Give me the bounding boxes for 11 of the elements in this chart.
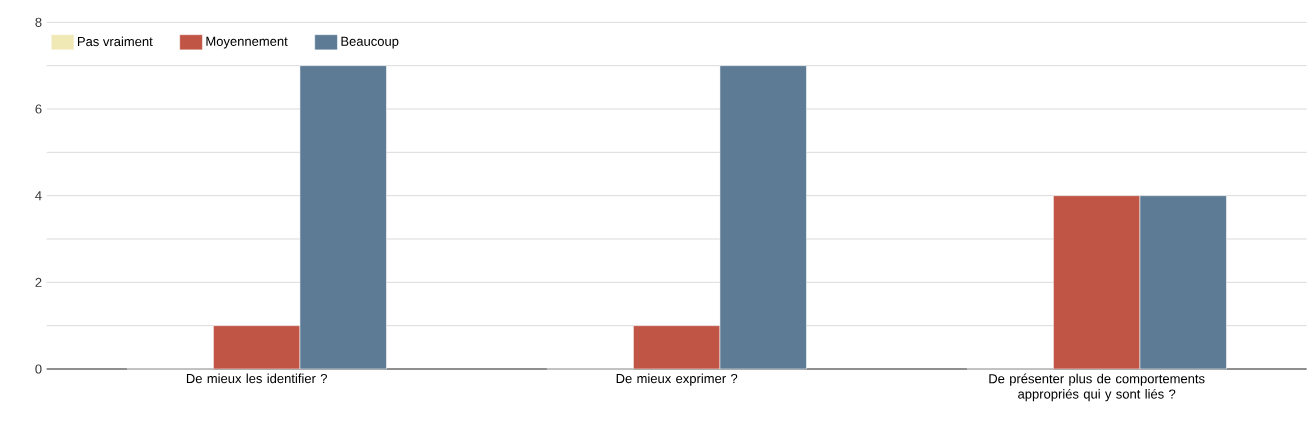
legend-label: Pas vraiment [77,36,153,47]
y-tick-label: 4 [35,191,42,201]
legend-label: Beaucoup [341,36,399,49]
legend-label: Moyennement [206,36,288,49]
y-tick-label: 0 [35,364,42,374]
y-tick-label: 2 [35,277,42,287]
x-tick-label: De mieux exprimer ? [616,373,738,386]
x-tick-label: De présenter plus de comportements appropriés qui y sont liés ? [989,373,1205,402]
y-tick-label: 8 [35,17,42,27]
x-tick-label: De mieux les identifier ? [186,373,327,384]
y-tick-label: 6 [35,104,42,114]
